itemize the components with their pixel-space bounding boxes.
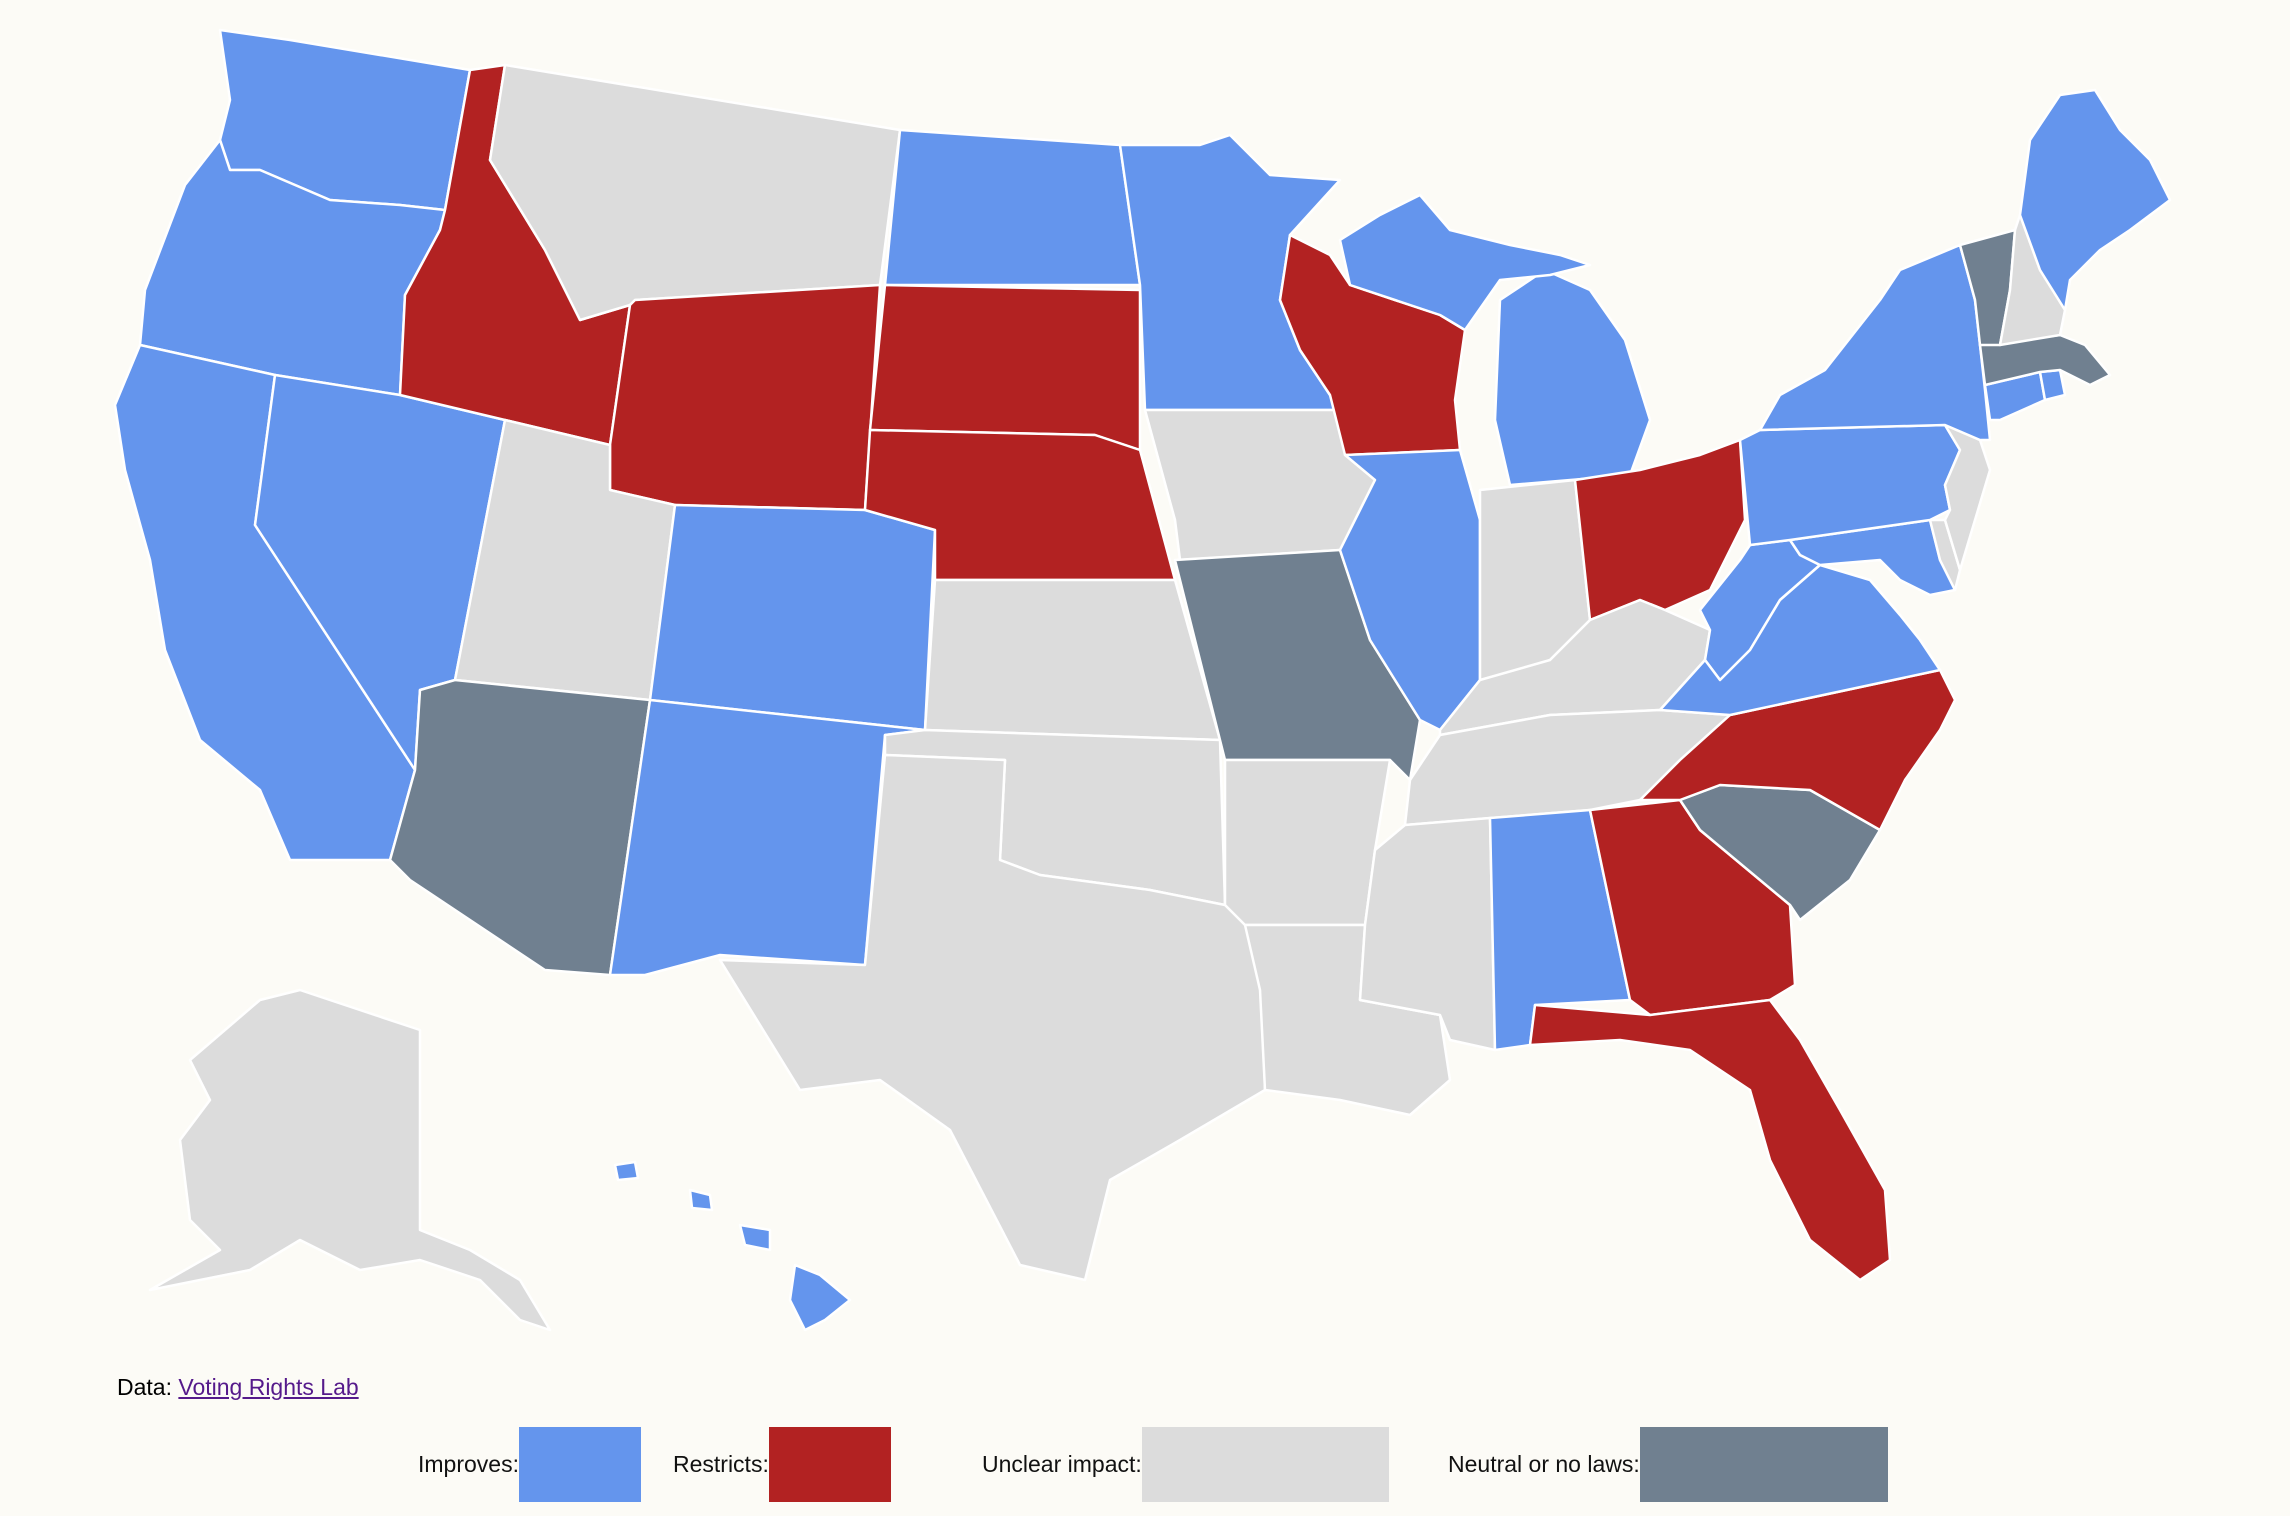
- state-colorado: [648, 503, 937, 732]
- legend-label-neutral: Neutral or no laws:: [1448, 1451, 1640, 1477]
- state-wyoming: [608, 283, 882, 512]
- state-florida: [1528, 998, 1892, 1282]
- voting-rights-lab-link[interactable]: Voting Rights Lab: [178, 1374, 359, 1400]
- legend-label-unclear: Unclear impact:: [982, 1451, 1142, 1477]
- state-wisconsin: [1278, 233, 1467, 457]
- legend-swatch-unclear: [1141, 1427, 1389, 1502]
- legend-unclear: Unclear impact:: [982, 1427, 1389, 1502]
- state-mississippi: [1358, 816, 1497, 1052]
- state-virginia: [1658, 563, 1942, 717]
- state-kansas: [923, 578, 1222, 742]
- state-massachusetts: [1978, 333, 2112, 387]
- legend-swatch-neutral: [1639, 1427, 1888, 1502]
- data-source-prefix: Data:: [117, 1374, 172, 1400]
- state-michigan-upper: [1338, 193, 1592, 332]
- state-south-dakota: [868, 283, 1142, 452]
- state-hawaii-big-island: [788, 1263, 852, 1332]
- state-alaska: [148, 988, 552, 1332]
- state-arkansas: [1223, 758, 1392, 927]
- data-source: Data: Voting Rights Lab: [117, 1374, 359, 1401]
- state-north-carolina: [1638, 668, 1957, 832]
- state-new-jersey: [1943, 423, 1992, 572]
- state-north-dakota: [883, 128, 1142, 287]
- state-arizona: [388, 678, 652, 977]
- state-hawaii-maui: [738, 1223, 772, 1252]
- state-hawaii-kauai: [613, 1160, 640, 1182]
- legend-label-improves: Improves:: [418, 1451, 519, 1477]
- legend-swatch-restricts: [768, 1427, 891, 1502]
- state-delaware: [1928, 518, 1962, 592]
- state-rhode-island: [2038, 368, 2067, 402]
- legend-improves: Improves:: [418, 1427, 641, 1502]
- legend-neutral: Neutral or no laws:: [1448, 1427, 1888, 1502]
- legend-restricts: Restricts:: [673, 1427, 891, 1502]
- state-hawaii-oahu: [688, 1188, 714, 1212]
- legend-label-restricts: Restricts:: [673, 1451, 769, 1477]
- state-michigan: [1493, 268, 1652, 487]
- state-illinois: [1338, 448, 1482, 732]
- legend-swatch-improves: [518, 1427, 641, 1502]
- state-new-york: [1758, 243, 1992, 442]
- state-texas: [718, 753, 1267, 1282]
- state-maine: [2018, 88, 2172, 312]
